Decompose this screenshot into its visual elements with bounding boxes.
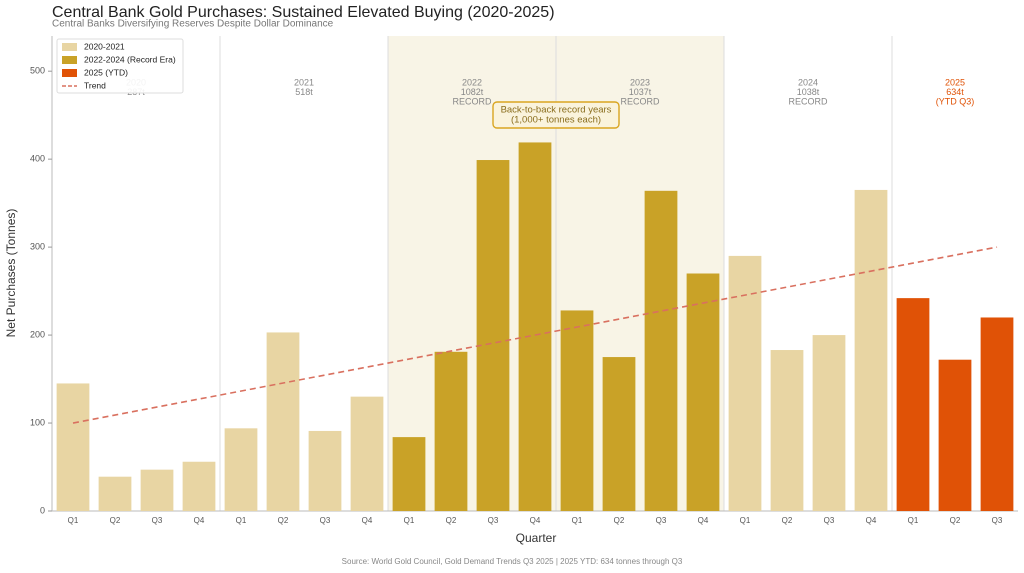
bar xyxy=(602,357,636,511)
bar xyxy=(350,396,384,511)
x-tick-label: Q3 xyxy=(320,516,331,525)
chart-subtitle: Central Banks Diversifying Reserves Desp… xyxy=(52,19,334,30)
trend-line xyxy=(72,246,998,424)
bar xyxy=(56,383,90,511)
year-label: 2024 xyxy=(798,77,818,87)
year-label: 1038t xyxy=(797,87,820,97)
y-tick-label: 0 xyxy=(40,505,45,515)
y-axis-label: Net Purchases (Tonnes) xyxy=(4,209,18,338)
annotation-text: (1,000+ tonnes each) xyxy=(511,115,601,126)
year-label: 2025 xyxy=(945,77,965,87)
x-tick-label: Q3 xyxy=(992,516,1003,525)
x-tick-label: Q1 xyxy=(740,516,751,525)
legend-box xyxy=(56,38,184,94)
x-tick-label: Q3 xyxy=(656,516,667,525)
bar xyxy=(308,430,342,511)
bar xyxy=(854,189,888,511)
y-tick-label: 300 xyxy=(30,241,45,251)
bar xyxy=(896,298,930,511)
x-tick-label: Q2 xyxy=(782,516,793,525)
year-label: 1082t xyxy=(461,87,484,97)
annotation-box xyxy=(492,101,620,129)
bar xyxy=(938,359,972,511)
y-tick-label: 500 xyxy=(30,66,45,76)
bar xyxy=(686,273,720,511)
year-label: RECORD xyxy=(452,96,492,106)
x-tick-label: Q1 xyxy=(404,516,415,525)
bar xyxy=(392,437,426,511)
x-tick-label: Q4 xyxy=(530,516,541,525)
year-label: RECORD xyxy=(620,96,660,106)
year-label: (YTD Q3) xyxy=(936,96,975,106)
year-label: 2022 xyxy=(462,77,482,87)
bar xyxy=(644,190,678,511)
x-tick-label: Q2 xyxy=(110,516,121,525)
legend-swatch xyxy=(62,69,77,77)
bar xyxy=(770,350,804,511)
x-tick-label: Q1 xyxy=(236,516,247,525)
year-label: 1037t xyxy=(629,87,652,97)
x-tick-label: Q3 xyxy=(488,516,499,525)
year-label: 634t xyxy=(946,87,964,97)
year-label: 518t xyxy=(295,87,313,97)
year-label: 2021 xyxy=(294,77,314,87)
bar xyxy=(266,332,300,511)
source-note: Source: World Gold Council, Gold Demand … xyxy=(342,557,683,566)
x-tick-label: Q2 xyxy=(614,516,625,525)
x-tick-label: Q1 xyxy=(572,516,583,525)
bar xyxy=(812,335,846,511)
x-tick-label: Q2 xyxy=(278,516,289,525)
x-tick-label: Q4 xyxy=(698,516,709,525)
x-tick-label: Q4 xyxy=(362,516,373,525)
bar xyxy=(728,255,762,511)
year-label: RECORD xyxy=(788,96,828,106)
x-tick-label: Q3 xyxy=(152,516,163,525)
bar xyxy=(518,142,552,511)
legend-swatch xyxy=(62,43,77,51)
bar xyxy=(476,160,510,511)
x-tick-label: Q3 xyxy=(824,516,835,525)
x-tick-label: Q2 xyxy=(446,516,457,525)
y-tick-label: 100 xyxy=(30,417,45,427)
x-tick-label: Q1 xyxy=(68,516,79,525)
bar xyxy=(434,351,468,511)
legend-label: 2025 (YTD) xyxy=(84,67,128,77)
legend-label: 2022-2024 (Record Era) xyxy=(84,54,176,64)
legend-label: Trend xyxy=(84,80,106,90)
y-tick-label: 400 xyxy=(30,154,45,164)
x-axis-label: Quarter xyxy=(516,531,557,545)
y-tick-label: 200 xyxy=(30,329,45,339)
chart-title: Central Bank Gold Purchases: Sustained E… xyxy=(52,4,555,21)
legend-label: 2020-2021 xyxy=(84,41,125,51)
x-tick-label: Q4 xyxy=(194,516,205,525)
bar xyxy=(560,310,594,511)
x-tick-label: Q2 xyxy=(950,516,961,525)
legend-swatch xyxy=(62,56,77,64)
x-tick-label: Q1 xyxy=(908,516,919,525)
year-label: 2023 xyxy=(630,77,650,87)
bar xyxy=(182,461,216,511)
bar xyxy=(980,317,1014,511)
bar xyxy=(98,476,132,511)
x-tick-label: Q4 xyxy=(866,516,877,525)
annotation-text: Back-to-back record years xyxy=(501,105,612,116)
bar xyxy=(140,469,174,511)
bar xyxy=(224,428,258,511)
